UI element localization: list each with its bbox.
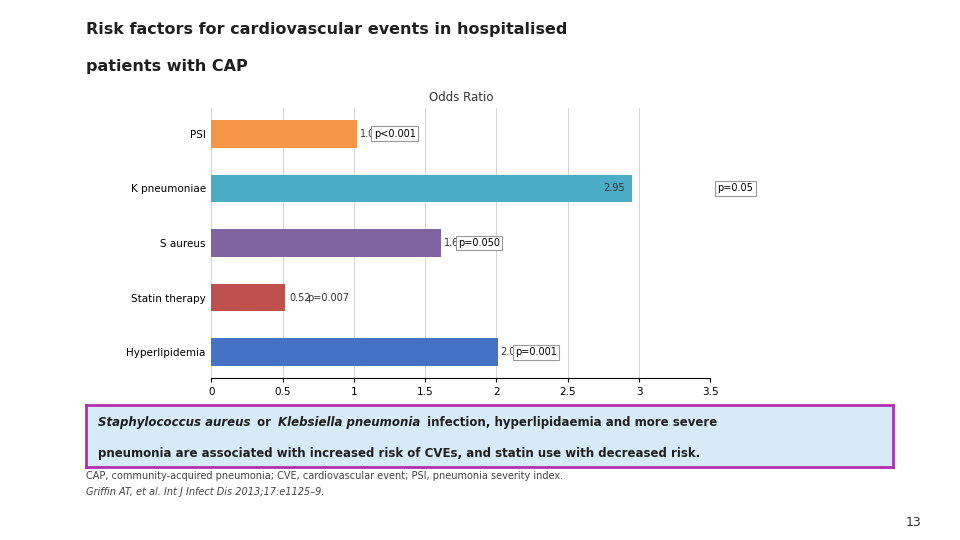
Text: p=0.05: p=0.05 [717,184,754,193]
Text: 1.02: 1.02 [360,129,381,139]
Text: p=0.007: p=0.007 [307,293,348,302]
Bar [211,120,357,147]
Text: Griffin AT, et al. Int J Infect Dis 2013;17:e1125–9.: Griffin AT, et al. Int J Infect Dis 2013… [86,487,324,497]
Text: or: or [253,416,276,429]
Text: p=0.001: p=0.001 [515,347,557,357]
Text: 2.95: 2.95 [603,184,625,193]
Text: infection, hyperlipidaemia and more severe: infection, hyperlipidaemia and more seve… [422,416,717,429]
Text: 0.52: 0.52 [290,293,311,302]
Text: 13: 13 [906,516,922,529]
Title: Odds Ratio: Odds Ratio [428,91,493,104]
Text: patients with CAP: patients with CAP [86,59,248,75]
Bar [211,175,632,202]
Bar [211,230,441,256]
Text: Risk factors for cardiovascular events in hospitalised: Risk factors for cardiovascular events i… [86,22,567,37]
Text: Staphylococcus aureus: Staphylococcus aureus [99,416,251,429]
Text: 1.61: 1.61 [444,238,465,248]
Bar [211,339,498,366]
Text: p=0.050: p=0.050 [458,238,500,248]
Text: 2.01: 2.01 [501,347,522,357]
Text: CAP, community-acquired pneumonia; CVE, cardiovascular event; PSI, pneumonia sev: CAP, community-acquired pneumonia; CVE, … [86,471,564,481]
Text: p<0.001: p<0.001 [373,129,416,139]
Text: Klebsiella pneumonia: Klebsiella pneumonia [278,416,420,429]
Bar [211,284,285,311]
Text: pneumonia are associated with increased risk of CVEs, and statin use with decrea: pneumonia are associated with increased … [99,447,701,460]
